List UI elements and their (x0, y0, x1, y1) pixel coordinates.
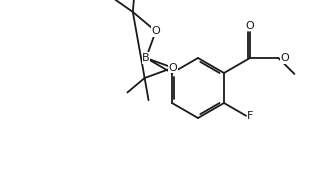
Text: B: B (142, 53, 150, 63)
Text: O: O (246, 21, 254, 31)
Text: O: O (151, 26, 160, 36)
Text: O: O (168, 63, 177, 73)
Text: F: F (247, 111, 253, 121)
Text: O: O (280, 53, 289, 63)
